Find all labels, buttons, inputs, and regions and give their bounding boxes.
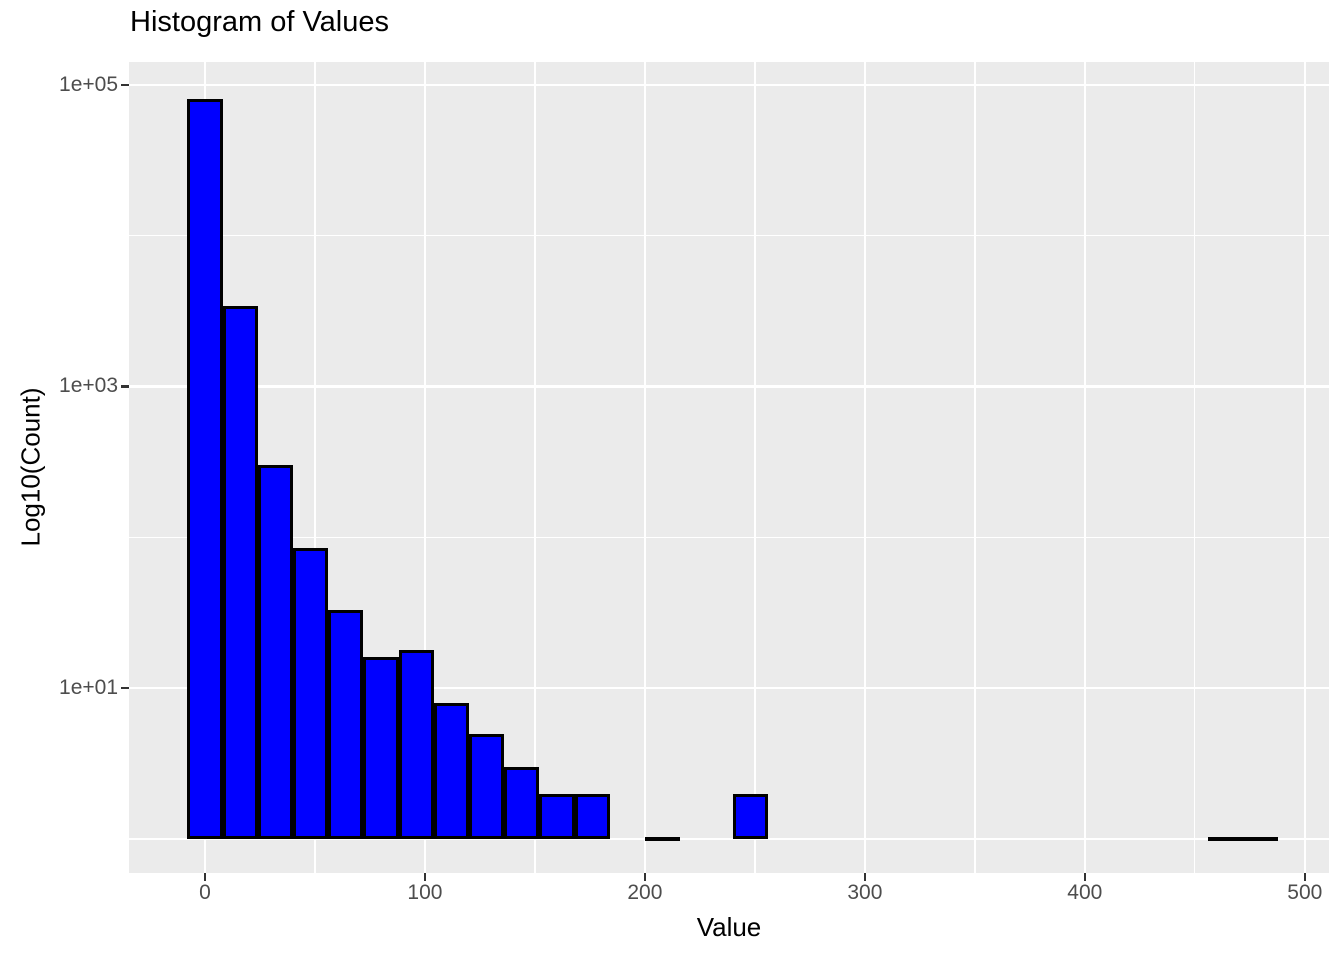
x-major-gridline — [643, 62, 647, 873]
x-minor-gridline — [1194, 62, 1196, 873]
y-tick-label: 1e+05 — [59, 72, 118, 96]
plot-title: Histogram of Values — [130, 6, 389, 38]
x-major-gridline — [863, 62, 867, 873]
histogram-bar — [328, 609, 364, 839]
y-major-gridline — [129, 83, 1329, 87]
histogram-bar — [222, 306, 258, 839]
x-minor-gridline — [534, 62, 536, 873]
x-tick-label: 0 — [199, 881, 211, 904]
x-tick-mark — [423, 873, 427, 881]
histogram-bar — [398, 649, 434, 839]
x-tick-mark — [1083, 873, 1087, 881]
histogram-bar — [292, 547, 329, 839]
x-tick-label: 200 — [627, 881, 663, 904]
histogram-bar — [644, 837, 681, 841]
x-minor-gridline — [974, 62, 976, 873]
x-axis-title: Value — [696, 912, 762, 942]
histogram-bar — [363, 657, 399, 839]
x-tick-label: 400 — [1067, 881, 1103, 904]
x-minor-gridline — [314, 62, 316, 873]
histogram-bar — [539, 793, 575, 839]
x-tick-label: 500 — [1287, 881, 1323, 904]
histogram-bar — [1243, 837, 1279, 841]
y-minor-gridline — [129, 838, 1329, 840]
y-tick-mark — [121, 83, 129, 87]
x-major-gridline — [423, 62, 427, 873]
histogram-bar — [433, 702, 469, 839]
y-minor-gridline — [129, 235, 1329, 237]
y-tick-mark — [121, 686, 129, 690]
x-major-gridline — [1083, 62, 1087, 873]
x-minor-gridline — [754, 62, 756, 873]
histogram-bar — [504, 767, 540, 839]
histogram-bar — [574, 793, 610, 839]
y-tick-mark — [121, 385, 129, 388]
y-minor-gridline — [129, 536, 1329, 538]
x-major-gridline — [1303, 62, 1307, 873]
histogram-bar — [187, 99, 223, 839]
x-tick-label: 300 — [847, 881, 883, 904]
x-tick-mark — [643, 873, 647, 881]
y-major-gridline — [129, 385, 1329, 388]
x-tick-mark — [863, 873, 867, 881]
x-tick-mark — [203, 873, 207, 881]
histogram-bar — [732, 793, 769, 839]
x-tick-mark — [1303, 873, 1307, 881]
y-major-gridline — [129, 686, 1329, 690]
histogram-bar — [257, 465, 293, 839]
histogram-bar — [468, 733, 505, 839]
y-tick-label: 1e+01 — [59, 676, 118, 700]
plot-panel — [129, 62, 1329, 873]
x-tick-label: 100 — [407, 881, 443, 904]
histogram-bar — [1208, 837, 1244, 841]
y-tick-label: 1e+03 — [59, 374, 118, 398]
y-axis-title: Log10(Count) — [15, 387, 46, 547]
